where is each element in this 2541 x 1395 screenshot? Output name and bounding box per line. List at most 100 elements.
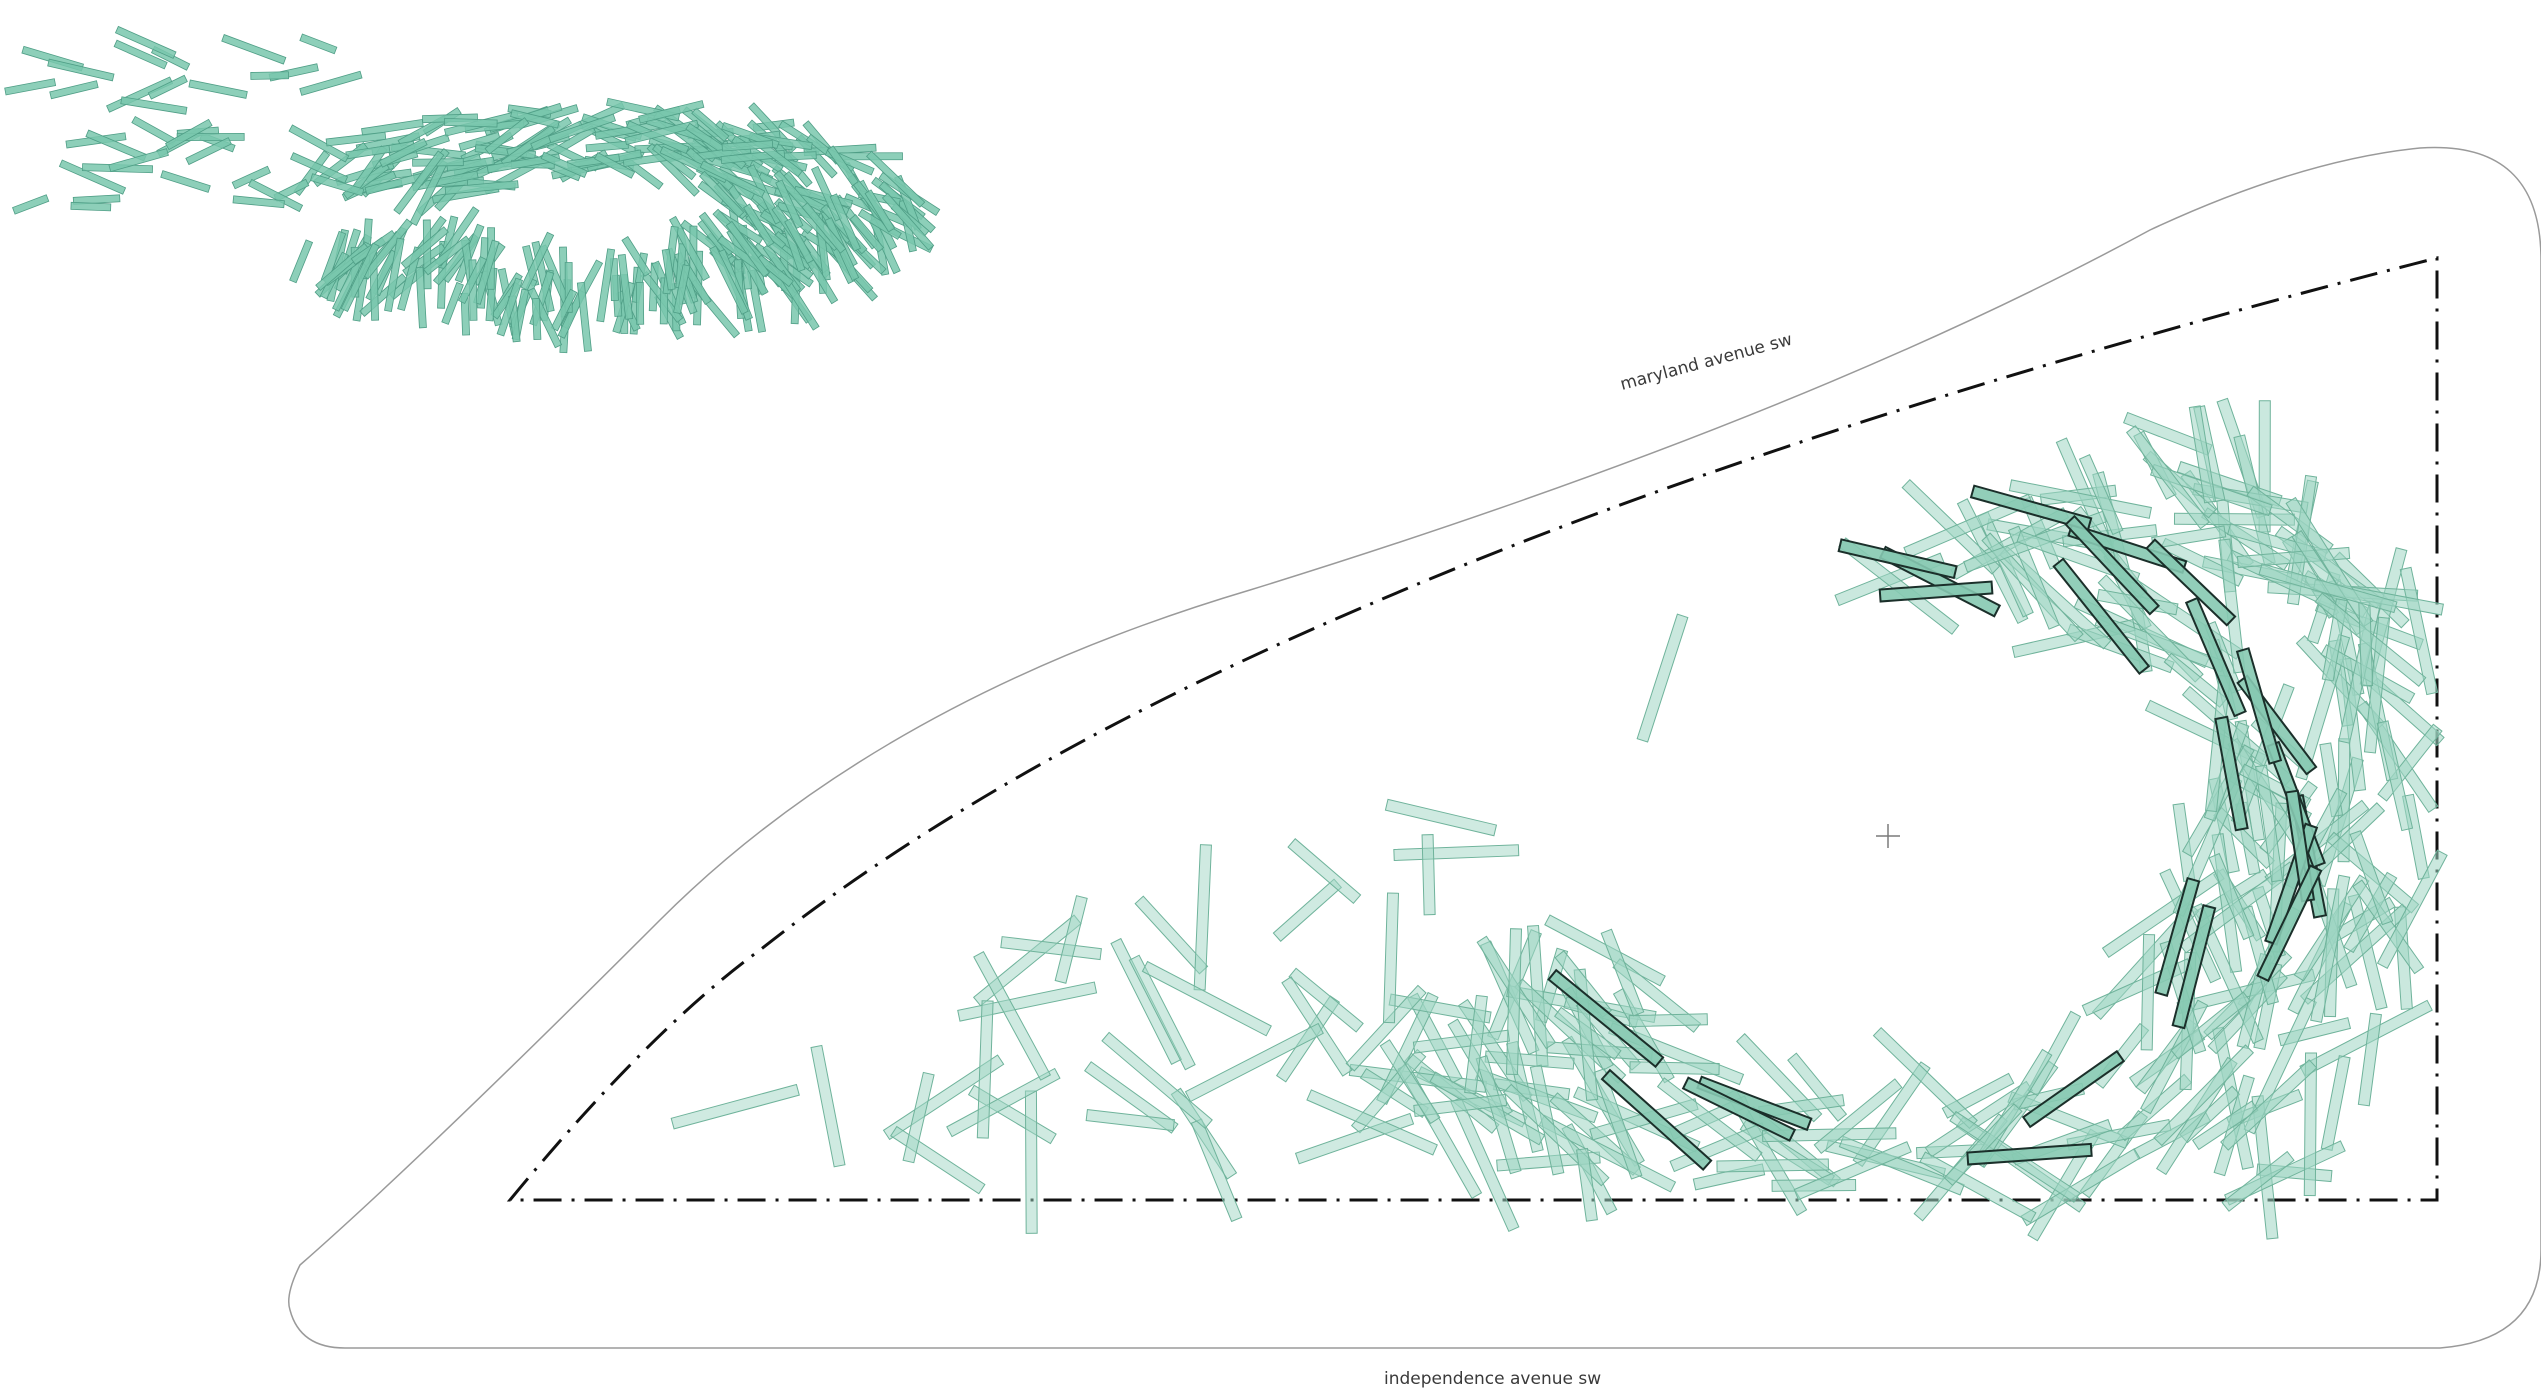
timber-stick (2140, 933, 2156, 1051)
timber-stick (1716, 1158, 1829, 1173)
timber-stick (441, 281, 464, 325)
timber-stick (585, 140, 629, 153)
timber-stick (2184, 596, 2247, 718)
timber-stick (801, 202, 847, 254)
timber-stick (661, 248, 676, 291)
timber-stick (2027, 1010, 2082, 1097)
timber-stick (2352, 879, 2425, 975)
timber-stick (2190, 902, 2264, 1045)
timber-stick (1084, 1061, 1179, 1134)
timber-stick (881, 192, 935, 251)
timber-stick (1306, 1089, 1438, 1156)
timber-stick (811, 165, 843, 222)
timber-stick (70, 201, 112, 212)
timber-stick (1903, 493, 2034, 559)
timber-stick (397, 246, 423, 312)
plan-stick-field (670, 397, 2448, 1242)
timber-stick (669, 215, 710, 282)
timber-stick (2295, 633, 2351, 781)
timber-stick (2020, 1148, 2141, 1227)
timber-stick (393, 150, 445, 215)
timber-stick (1600, 1068, 1713, 1171)
timber-stick (784, 217, 815, 264)
timber-stick (1272, 878, 1343, 942)
timber-stick (2303, 1052, 2318, 1197)
timber-stick (1384, 798, 1498, 837)
timber-stick (310, 173, 365, 197)
timber-stick (400, 226, 449, 269)
timber-stick (709, 245, 749, 315)
timber-stick (2064, 514, 2161, 616)
timber-stick (596, 248, 616, 323)
timber-stick (1837, 538, 1958, 580)
timber-stick (457, 256, 488, 305)
timber-stick (444, 180, 519, 195)
timber-stick (548, 113, 617, 144)
timber-stick (2151, 525, 2227, 549)
timber-stick (635, 281, 645, 325)
timber-stick (160, 170, 211, 193)
timber-stick (185, 137, 232, 166)
timber-stick (221, 34, 287, 65)
timber-stick (531, 298, 542, 341)
site-outline (288, 146, 2541, 1349)
timber-stick (1966, 1142, 2093, 1166)
timber-stick (250, 71, 289, 80)
timber-stick (378, 137, 428, 168)
timber-stick (2171, 904, 2217, 1030)
timber-stick (1943, 1103, 2023, 1187)
timber-stick (624, 119, 699, 146)
timber-stick (2376, 720, 2414, 832)
timber-stick (946, 1067, 1061, 1138)
timber-stick (721, 140, 774, 152)
timber-stick (1813, 1078, 1903, 1155)
timber-stick (2243, 997, 2317, 1135)
timber-stick (290, 152, 349, 184)
timber-stick (325, 131, 387, 147)
timber-stick (609, 258, 619, 302)
timber-stick (1736, 1033, 1823, 1123)
timber-stick (2310, 874, 2351, 1023)
timber-stick (114, 25, 177, 59)
timber-stick (147, 74, 188, 100)
timber-stick (165, 118, 213, 151)
axonometric-stick-model (4, 25, 941, 354)
timber-stick (2357, 1012, 2382, 1107)
timber-stick (422, 219, 432, 290)
timber-stick (1382, 892, 1400, 1024)
timber-stick (1505, 928, 1523, 1076)
timber-stick (691, 107, 730, 142)
timber-stick (866, 150, 926, 208)
timber-stick (315, 242, 370, 291)
timber-stick (775, 179, 804, 229)
timber-stick (423, 235, 471, 276)
timber-stick (2021, 1049, 2126, 1129)
timber-stick (743, 203, 775, 248)
timber-stick (288, 124, 350, 163)
timber-stick (902, 1071, 935, 1164)
timber-stick (2170, 991, 2251, 1060)
timber-stick (976, 1000, 994, 1139)
timber-stick (2078, 454, 2124, 536)
timber-stick (1288, 967, 1364, 1033)
timber-stick (1475, 1055, 1522, 1175)
timber-stick (2220, 1059, 2318, 1151)
property-boundary (506, 256, 2439, 1202)
timber-stick (1969, 484, 2093, 532)
timber-stick (1193, 844, 1212, 991)
timber-stick (49, 80, 99, 100)
timber-stick (973, 950, 1052, 1081)
timber-stick (2255, 764, 2284, 883)
timber-stick (638, 100, 705, 124)
timber-stick (1450, 1096, 1520, 1233)
timber-stick (113, 39, 168, 70)
timber-stick (2235, 647, 2283, 765)
south-street-label: independence avenue sw (1384, 1369, 1601, 1389)
timber-stick (1593, 1068, 1643, 1180)
timber-stick (699, 160, 766, 198)
plan-highlight-sticks (1547, 484, 2328, 1171)
timber-stick (621, 235, 652, 277)
timber-stick (594, 152, 636, 179)
timber-stick (1547, 968, 1665, 1069)
